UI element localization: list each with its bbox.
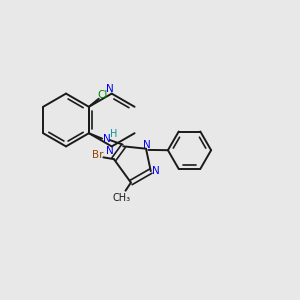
Text: N: N <box>103 134 110 144</box>
Text: N: N <box>152 166 160 176</box>
Text: H: H <box>110 129 117 140</box>
Text: N: N <box>106 146 114 156</box>
Text: Cl: Cl <box>98 90 108 100</box>
Text: Br: Br <box>92 150 104 160</box>
Text: N: N <box>143 140 151 149</box>
Text: CH₃: CH₃ <box>113 194 131 203</box>
Text: N: N <box>106 84 114 94</box>
